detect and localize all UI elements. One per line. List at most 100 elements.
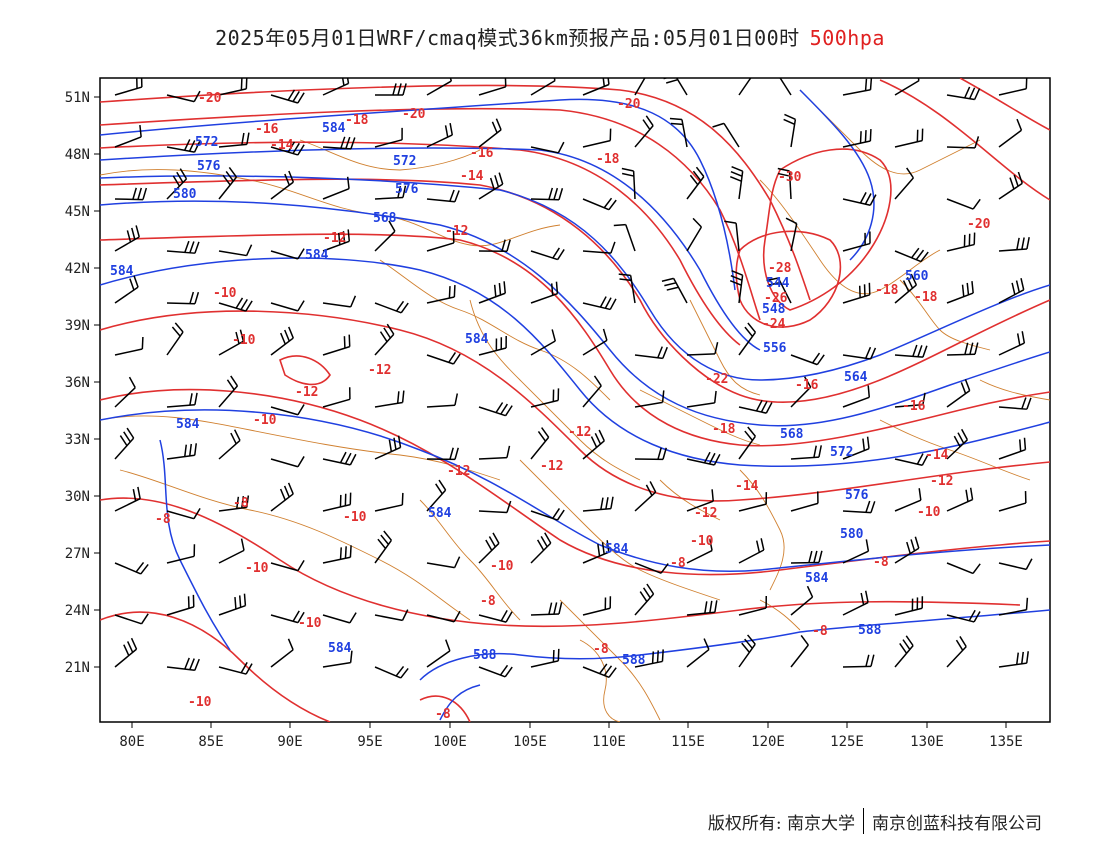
lon-tick-label: 135E bbox=[989, 734, 1023, 750]
temperature-label: -8 bbox=[593, 642, 609, 657]
wind-barb bbox=[946, 232, 976, 252]
wind-barb bbox=[478, 445, 511, 460]
wind-barb bbox=[946, 342, 979, 356]
temperature-label: -30 bbox=[778, 170, 802, 185]
lat-tick-label: 27N bbox=[65, 546, 90, 562]
wind-barb bbox=[738, 492, 768, 512]
wind-barb bbox=[894, 392, 926, 408]
wind-barb bbox=[426, 639, 451, 668]
wind-barb bbox=[166, 594, 195, 616]
lon-tick-label: 100E bbox=[433, 734, 467, 750]
wind-barb bbox=[842, 654, 875, 668]
wind-barb bbox=[478, 239, 511, 252]
wind-barb bbox=[894, 635, 914, 668]
temperature-label: -12 bbox=[368, 363, 391, 378]
height-label: 544 bbox=[766, 276, 790, 291]
wind-barb bbox=[530, 78, 556, 96]
lat-tick-label: 33N bbox=[65, 432, 90, 448]
wind-barb bbox=[634, 583, 655, 616]
temperature-label: -12 bbox=[930, 474, 953, 489]
wind-barb bbox=[478, 532, 500, 564]
wind-barb bbox=[166, 291, 200, 305]
wind-barb bbox=[478, 402, 513, 417]
lat-tick-label: 30N bbox=[65, 489, 90, 505]
wind-barb bbox=[270, 248, 305, 260]
wind-barb bbox=[729, 165, 744, 200]
temperature-label: -8 bbox=[873, 555, 889, 570]
temperature-label: -20 bbox=[402, 107, 426, 122]
wind-barb bbox=[842, 436, 870, 460]
wind-barb bbox=[582, 375, 602, 408]
wind-barb bbox=[582, 596, 612, 616]
wind-barb bbox=[322, 612, 357, 624]
temperature-label: -18 bbox=[596, 152, 620, 167]
wind-barb bbox=[894, 78, 920, 96]
wind-barb bbox=[998, 277, 1025, 304]
lat-ticks bbox=[94, 96, 100, 668]
wind-barb bbox=[218, 495, 250, 512]
wind-barb bbox=[322, 176, 350, 200]
lat-tick-label: 42N bbox=[65, 261, 90, 277]
lon-tick-label: 80E bbox=[119, 734, 144, 750]
height-label: 576 bbox=[197, 159, 221, 174]
temperature-label: -12 bbox=[295, 385, 318, 400]
wind-barb bbox=[114, 187, 148, 201]
wind-barb bbox=[777, 167, 792, 200]
wind-barb bbox=[322, 295, 357, 308]
pressure-level-label: 500hpa bbox=[809, 26, 885, 50]
wind-barb bbox=[270, 89, 305, 104]
wind-barb bbox=[478, 500, 512, 514]
height-label: 588 bbox=[622, 653, 646, 668]
wind-barb bbox=[842, 385, 871, 408]
height-label: 584 bbox=[176, 417, 200, 432]
wind-barb bbox=[946, 379, 971, 408]
wind-barb bbox=[166, 392, 198, 408]
wind-barb bbox=[270, 456, 305, 468]
wind-barb bbox=[634, 562, 669, 574]
lon-tick-label: 125E bbox=[830, 734, 864, 750]
temperature-label: -20 bbox=[617, 97, 641, 112]
wind-barb bbox=[322, 78, 350, 96]
copyright-right: 南京创蓝科技有限公司 bbox=[872, 813, 1042, 834]
lon-ticks bbox=[131, 722, 1007, 728]
wind-barb bbox=[894, 453, 929, 467]
lon-tick-label: 85E bbox=[198, 734, 223, 750]
temperature-label: -10 bbox=[490, 559, 514, 574]
wind-barb bbox=[166, 443, 198, 460]
wind-barb bbox=[166, 139, 201, 153]
wind-barb bbox=[790, 491, 819, 512]
title-main: 2025年05月01日WRF/cmaq模式36km预报产品:05月01日00时 bbox=[215, 26, 800, 50]
wind-barb bbox=[634, 481, 657, 512]
temperature-label: -8 bbox=[670, 556, 686, 571]
wind-barb bbox=[218, 78, 248, 96]
wind-barb bbox=[998, 171, 1023, 200]
wind-barb bbox=[894, 128, 924, 148]
wind-barb bbox=[790, 585, 814, 616]
wind-barb bbox=[738, 78, 752, 96]
wind-barb bbox=[582, 328, 608, 356]
wind-barb bbox=[582, 197, 617, 211]
wind-barb bbox=[634, 649, 664, 668]
wind-barb bbox=[374, 666, 409, 679]
wind-barb bbox=[582, 78, 610, 96]
height-label: 568 bbox=[373, 211, 397, 226]
wind-barb bbox=[686, 451, 721, 466]
wind-barb bbox=[785, 217, 798, 252]
wind-barb bbox=[114, 275, 139, 304]
height-label: 580 bbox=[173, 187, 197, 202]
wind-barb bbox=[218, 429, 241, 460]
wind-barb bbox=[738, 634, 756, 668]
wind-barb bbox=[270, 482, 294, 512]
temperature-label: -12 bbox=[447, 464, 470, 479]
wind-barb bbox=[374, 492, 404, 512]
wind-barb bbox=[686, 390, 717, 408]
temperature-label: -16 bbox=[902, 399, 926, 414]
temperature-label: -8 bbox=[233, 496, 249, 511]
height-label: 588 bbox=[858, 623, 882, 638]
temperature-label: -14 bbox=[925, 448, 949, 463]
temperature-label: -14 bbox=[735, 479, 759, 494]
wind-barb bbox=[322, 387, 351, 408]
wind-barb bbox=[634, 390, 665, 408]
wind-barb bbox=[842, 590, 869, 616]
wind-barb bbox=[322, 492, 352, 512]
